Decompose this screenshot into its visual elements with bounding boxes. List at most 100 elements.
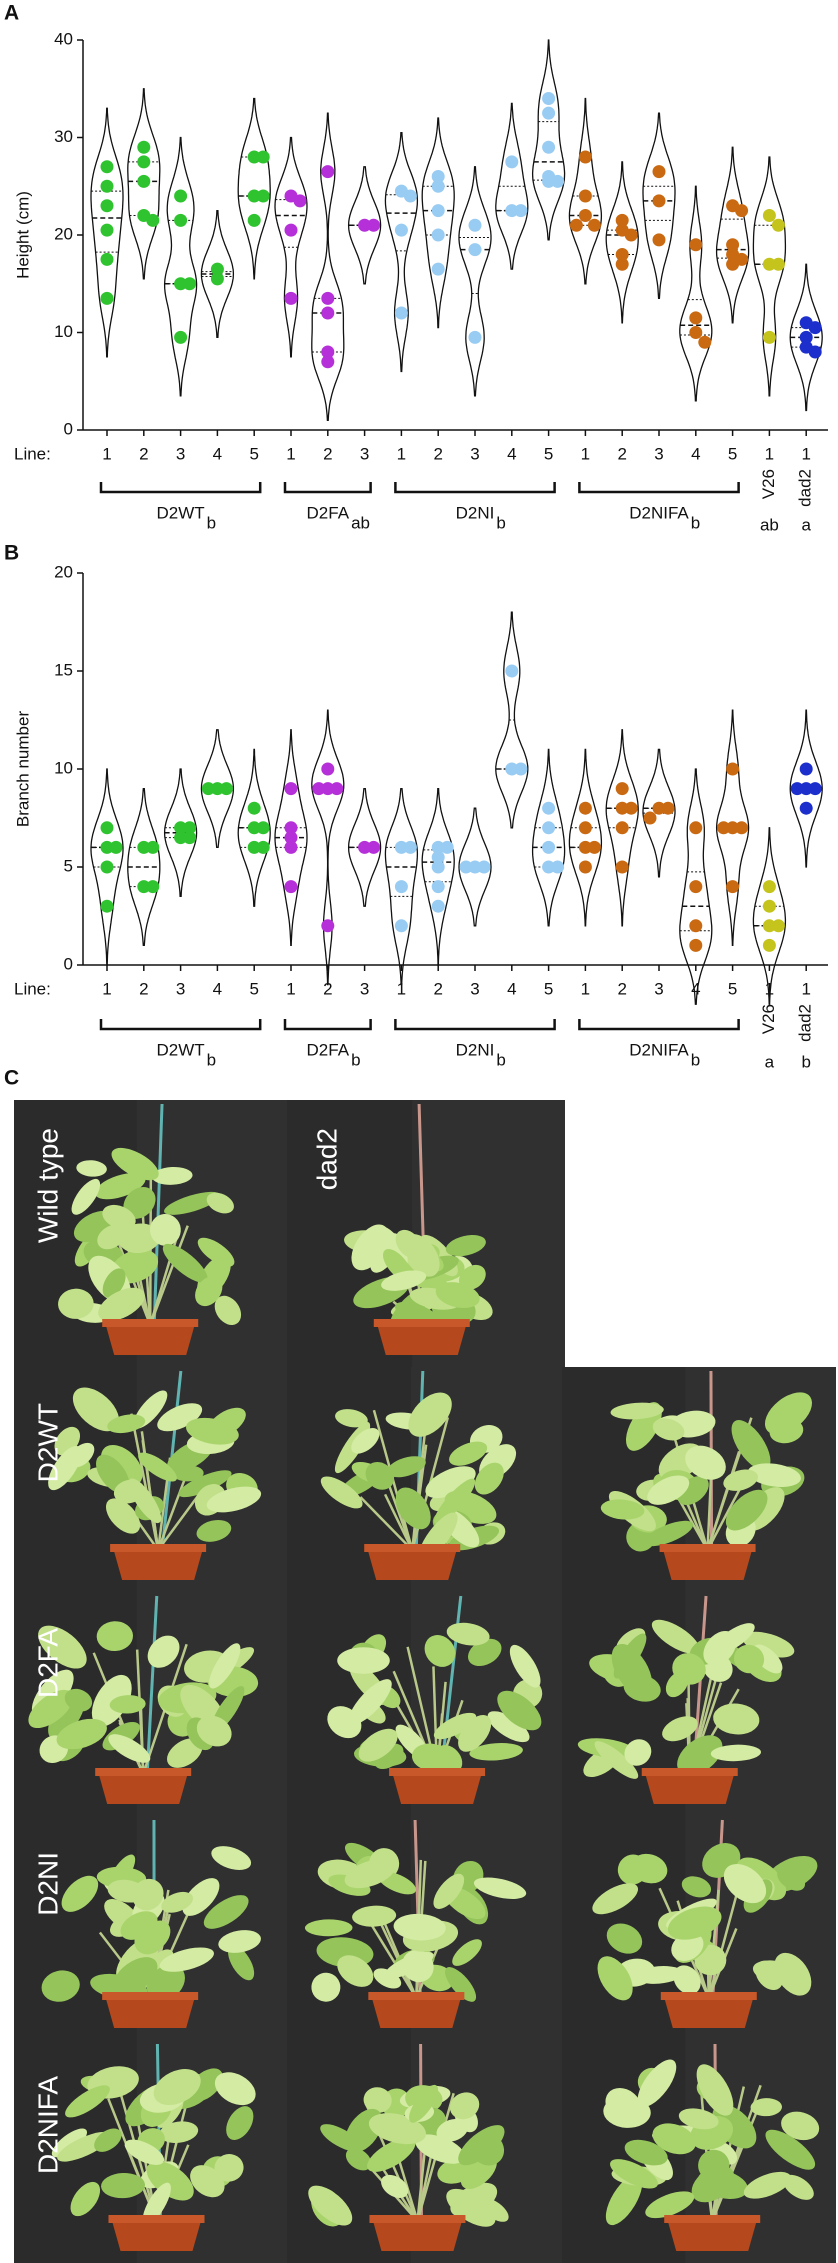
plant-photo xyxy=(562,1367,836,1592)
violin xyxy=(274,729,308,947)
data-point xyxy=(643,811,657,825)
data-point xyxy=(799,330,813,344)
data-point xyxy=(174,831,188,845)
data-point xyxy=(726,257,740,271)
leaf xyxy=(764,1392,812,1435)
group-bracket xyxy=(394,482,556,494)
leaf xyxy=(118,1223,161,1254)
violin xyxy=(311,112,345,421)
data-point xyxy=(219,782,233,796)
data-point xyxy=(431,204,445,218)
panel-label: A xyxy=(4,2,19,25)
x-tick-label: 1 xyxy=(286,444,295,463)
leaf xyxy=(228,1945,255,1981)
leaf xyxy=(435,1282,480,1309)
group-name: D2FA xyxy=(307,503,350,522)
leaf xyxy=(96,1621,133,1652)
leaf xyxy=(367,2137,416,2172)
photo-label: D2NI xyxy=(32,1852,63,1916)
leaf xyxy=(348,1679,392,1725)
x-tick-label: 1 xyxy=(765,979,774,998)
x-tick-label: 3 xyxy=(360,444,369,463)
data-point xyxy=(578,150,592,164)
leaf xyxy=(480,2198,509,2222)
data-point xyxy=(578,209,592,222)
plant-photo xyxy=(14,1592,287,1816)
leaf xyxy=(132,1878,164,1911)
data-point xyxy=(358,218,372,232)
leaf xyxy=(424,1635,456,1667)
x-tick-label: 4 xyxy=(691,444,700,463)
leaf xyxy=(433,1873,465,1909)
leaf xyxy=(159,1947,214,1972)
group-name: D2FA xyxy=(307,1040,350,1059)
leaf xyxy=(337,1955,374,1987)
leaf xyxy=(311,1972,341,2002)
leaf xyxy=(630,1853,668,1884)
leaf xyxy=(214,1295,242,1326)
violin xyxy=(458,166,492,397)
violin xyxy=(274,136,308,358)
data-point xyxy=(762,330,776,344)
data-point xyxy=(100,840,114,854)
pot xyxy=(372,2219,463,2251)
group-letter: a xyxy=(765,1052,775,1071)
x-tick-label: 3 xyxy=(360,979,369,998)
violin xyxy=(531,39,566,241)
line-label: Line: xyxy=(14,444,51,463)
violin xyxy=(679,185,713,402)
plant-photo xyxy=(287,1592,562,1816)
y-tick-label: 20 xyxy=(54,562,73,581)
x-tick-label: 2 xyxy=(323,444,332,463)
group-letter: b xyxy=(496,513,505,532)
plant-photo xyxy=(562,1592,836,1816)
data-point xyxy=(652,194,666,208)
violin xyxy=(715,709,750,947)
leaf xyxy=(304,1919,353,1937)
data-point xyxy=(321,165,335,179)
leaf xyxy=(415,2134,466,2164)
data-point xyxy=(431,899,445,913)
data-point xyxy=(247,150,261,164)
leaf xyxy=(781,2111,820,2141)
leaf xyxy=(94,2128,122,2152)
data-point xyxy=(293,194,307,208)
data-point xyxy=(321,355,335,369)
y-tick-label: 40 xyxy=(54,29,73,48)
leaf xyxy=(713,1703,760,1735)
pot-rim xyxy=(369,2215,466,2223)
data-point xyxy=(615,213,629,227)
data-point xyxy=(284,223,298,237)
data-point xyxy=(551,860,565,874)
data-point xyxy=(321,306,335,320)
violin xyxy=(568,748,603,927)
leaf xyxy=(436,2119,468,2142)
data-point xyxy=(615,821,629,835)
data-point xyxy=(100,199,114,213)
data-point xyxy=(440,840,454,854)
leaf xyxy=(434,1478,476,1525)
data-point xyxy=(183,821,197,835)
data-point xyxy=(431,880,445,894)
data-point xyxy=(726,238,740,252)
group-name: V26 xyxy=(759,1004,778,1034)
data-point xyxy=(256,821,270,835)
data-point xyxy=(146,880,160,894)
group-name: D2WT xyxy=(157,503,205,522)
data-point xyxy=(652,233,666,247)
data-point xyxy=(542,860,556,874)
data-point xyxy=(689,919,703,933)
leaf xyxy=(70,2181,101,2217)
leaf xyxy=(164,1191,221,1215)
y-tick-label: 15 xyxy=(54,660,73,679)
data-point xyxy=(542,140,556,154)
data-point xyxy=(403,189,417,203)
photo-label: dad2 xyxy=(311,1128,342,1190)
x-tick-label: 4 xyxy=(213,979,222,998)
data-point xyxy=(312,782,326,796)
leaf xyxy=(750,2098,782,2117)
data-point xyxy=(284,880,298,894)
data-point xyxy=(459,860,473,874)
data-point xyxy=(100,899,114,913)
